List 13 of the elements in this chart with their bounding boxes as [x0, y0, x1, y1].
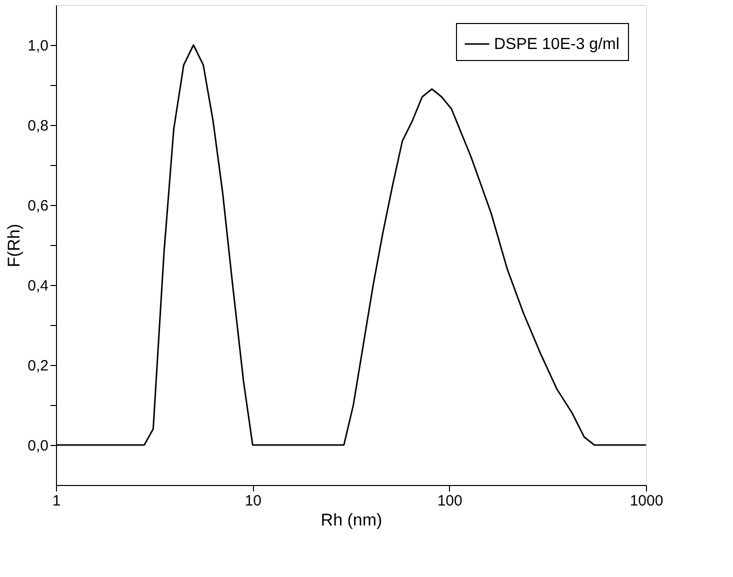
y-tick-label: 1,0	[28, 38, 48, 54]
y-tick-label: 0,6	[28, 198, 48, 214]
y-tick-label: 0,0	[28, 438, 48, 454]
legend-label: DSPE 10E-3 g/ml	[494, 36, 620, 53]
x-tick-label: 1000	[630, 492, 664, 510]
y-tick-label: 0,8	[28, 118, 48, 134]
x-tick-label: 100	[437, 492, 462, 510]
x-tick-label: 1	[52, 492, 61, 510]
y-axis-title: F(Rh)	[4, 224, 24, 268]
x-tick-label: 10	[244, 492, 262, 510]
y-tick-label: 0,4	[28, 278, 48, 294]
x-axis-title: Rh (nm)	[320, 510, 382, 530]
y-tick-label: 0,2	[28, 358, 48, 374]
